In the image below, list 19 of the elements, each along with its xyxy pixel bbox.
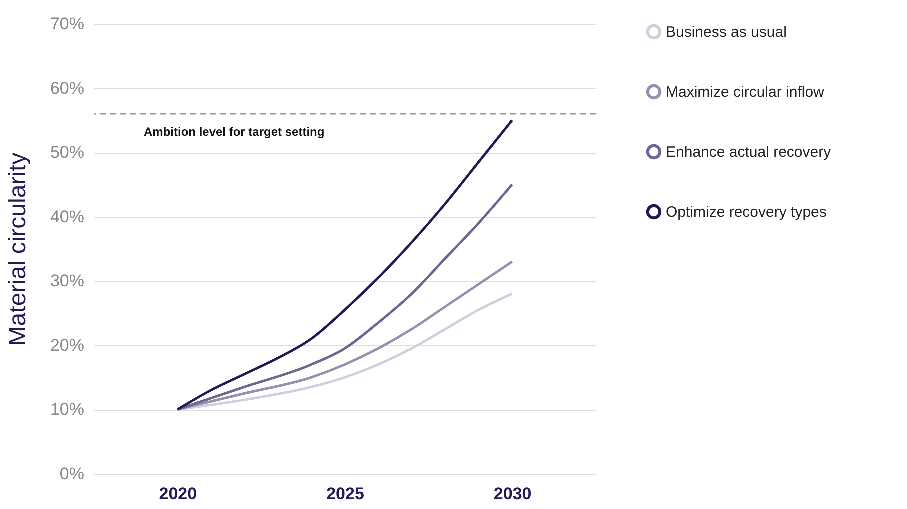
legend-label: Business as usual	[666, 24, 787, 41]
y-tick-label: 0%	[60, 464, 84, 484]
x-tick-label: 2025	[326, 484, 364, 504]
line-series	[176, 183, 514, 411]
legend-label: Enhance actual recovery	[666, 144, 832, 161]
line-series	[176, 292, 514, 411]
y-tick-label: 70%	[50, 14, 84, 34]
y-tick-label: 10%	[50, 400, 84, 420]
y-tick-label: 60%	[50, 78, 84, 98]
y-axis-title: Material circularity	[4, 152, 32, 346]
legend-label: Optimize recovery types	[666, 204, 827, 221]
y-tick-label: 40%	[50, 207, 84, 226]
legend-label: Maximize circular inflow	[666, 84, 825, 101]
ref-line-label: Ambition level for target setting	[144, 125, 325, 139]
x-tick-label: 2030	[494, 484, 532, 504]
x-tick-label: 2020	[159, 484, 198, 504]
y-tick-label: 20%	[50, 336, 84, 355]
y-tick-label: 30%	[50, 272, 84, 291]
y-tick-label: 50%	[50, 143, 84, 162]
